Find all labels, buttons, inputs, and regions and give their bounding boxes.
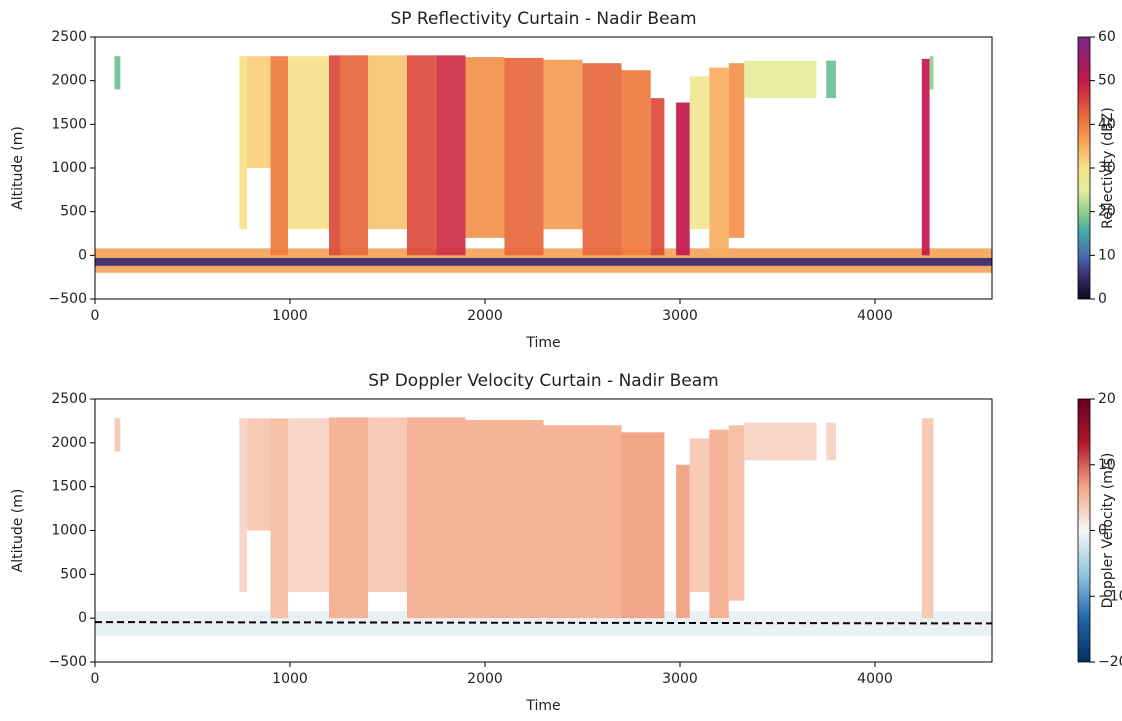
curtain-cell: [239, 418, 248, 592]
curtain-cell: [407, 55, 437, 256]
curtain-cell: [582, 63, 622, 256]
y-tick-label: 500: [60, 566, 87, 582]
colorbar-tick-label: 20: [1098, 204, 1116, 220]
colorbar-tick-label: −20: [1098, 654, 1122, 670]
chart-title: SP Doppler Velocity Curtain - Nadir Beam: [368, 371, 718, 391]
y-axis-label: Altitude (m): [10, 126, 26, 210]
curtain-cell: [676, 464, 690, 619]
curtain-cell: [728, 63, 745, 238]
curtain-cell: [744, 422, 817, 461]
curtain-cell: [921, 418, 934, 619]
curtain-cell: [465, 420, 544, 619]
curtain-cell: [114, 418, 121, 452]
y-tick-label: −500: [49, 291, 87, 307]
reference-line: [94, 621, 993, 625]
curtain-cell: [689, 438, 710, 592]
curtain-cell: [247, 418, 271, 531]
curtain-cell: [95, 257, 992, 266]
x-tick-label: 3000: [662, 308, 698, 324]
colorbar-tick-label: 30: [1098, 160, 1116, 176]
colorbar-tick-label: 0: [1098, 291, 1107, 307]
x-tick-label: 1000: [272, 671, 308, 687]
x-tick-label: 0: [91, 308, 100, 324]
y-tick-label: 1500: [51, 479, 87, 495]
curtain-cell: [543, 425, 622, 619]
curtain-cell: [114, 56, 121, 90]
curtain-cell: [329, 417, 368, 619]
y-tick-label: 1500: [51, 116, 87, 132]
curtain-cell: [826, 60, 836, 99]
y-tick-label: 2500: [51, 391, 87, 407]
curtain-cell: [465, 57, 505, 238]
curtain-cell: [288, 56, 329, 230]
curtain-cell: [709, 67, 729, 256]
curtain-cell: [676, 102, 690, 256]
curtain-cell: [436, 55, 466, 256]
y-tick-label: 2500: [51, 29, 87, 45]
colorbar-tick-label: 50: [1098, 73, 1116, 89]
curtain-cell: [621, 70, 651, 256]
curtain-cell: [288, 418, 329, 592]
curtain-cell: [621, 432, 665, 619]
colorbar-label: Reflectivity (dBZ): [1100, 107, 1116, 229]
y-tick-label: −500: [49, 654, 87, 670]
x-axis-label: Time: [525, 698, 560, 714]
curtain-cell: [929, 56, 934, 90]
curtain-cell: [329, 55, 341, 256]
colorbar-tick-label: 0: [1098, 523, 1107, 539]
colorbar-label: Doppler Velocity (m/s): [1100, 453, 1116, 609]
x-tick-label: 0: [91, 671, 100, 687]
x-tick-label: 2000: [467, 671, 503, 687]
curtain-cell: [407, 417, 466, 619]
curtain-cell: [921, 58, 930, 256]
curtain-cell: [650, 98, 665, 256]
curtain-cell: [744, 60, 817, 99]
colorbar-tick-label: 10: [1098, 457, 1116, 473]
curtain-cell: [340, 55, 368, 256]
curtain-cell: [689, 76, 710, 230]
y-tick-label: 1000: [51, 160, 87, 176]
y-tick-label: 2000: [51, 73, 87, 89]
x-tick-label: 1000: [272, 308, 308, 324]
x-axis-label: Time: [525, 335, 560, 351]
y-tick-label: 500: [60, 204, 87, 220]
x-tick-label: 4000: [857, 671, 893, 687]
colorbar-tick-label: 10: [1098, 247, 1116, 263]
curtain-cell: [368, 55, 407, 230]
curtain-cell: [504, 57, 544, 256]
x-tick-label: 4000: [857, 308, 893, 324]
chart-title: SP Reflectivity Curtain - Nadir Beam: [390, 9, 696, 29]
curtain-cell: [247, 56, 271, 168]
x-tick-label: 2000: [467, 308, 503, 324]
colorbar-tick-label: −10: [1098, 588, 1122, 604]
y-axis-label: Altitude (m): [10, 489, 26, 573]
curtain-cell: [270, 418, 289, 619]
curtain-cell: [709, 429, 729, 619]
y-tick-label: 0: [78, 247, 87, 263]
colorbar-tick-label: 40: [1098, 116, 1116, 132]
x-tick-label: 3000: [662, 671, 698, 687]
curtain-cell: [270, 56, 289, 256]
curtain-cell: [826, 422, 836, 461]
y-tick-label: 0: [78, 610, 87, 626]
colorbar-tick-label: 60: [1098, 29, 1116, 45]
y-tick-label: 1000: [51, 523, 87, 539]
curtain-cell: [728, 425, 745, 601]
curtain-cell: [543, 59, 583, 230]
colorbar: [1077, 36, 1091, 300]
colorbar: [1077, 398, 1091, 663]
y-tick-label: 2000: [51, 435, 87, 451]
colorbar-tick-label: 20: [1098, 391, 1116, 407]
curtain-cell: [368, 417, 407, 592]
curtain-cell: [239, 56, 248, 230]
